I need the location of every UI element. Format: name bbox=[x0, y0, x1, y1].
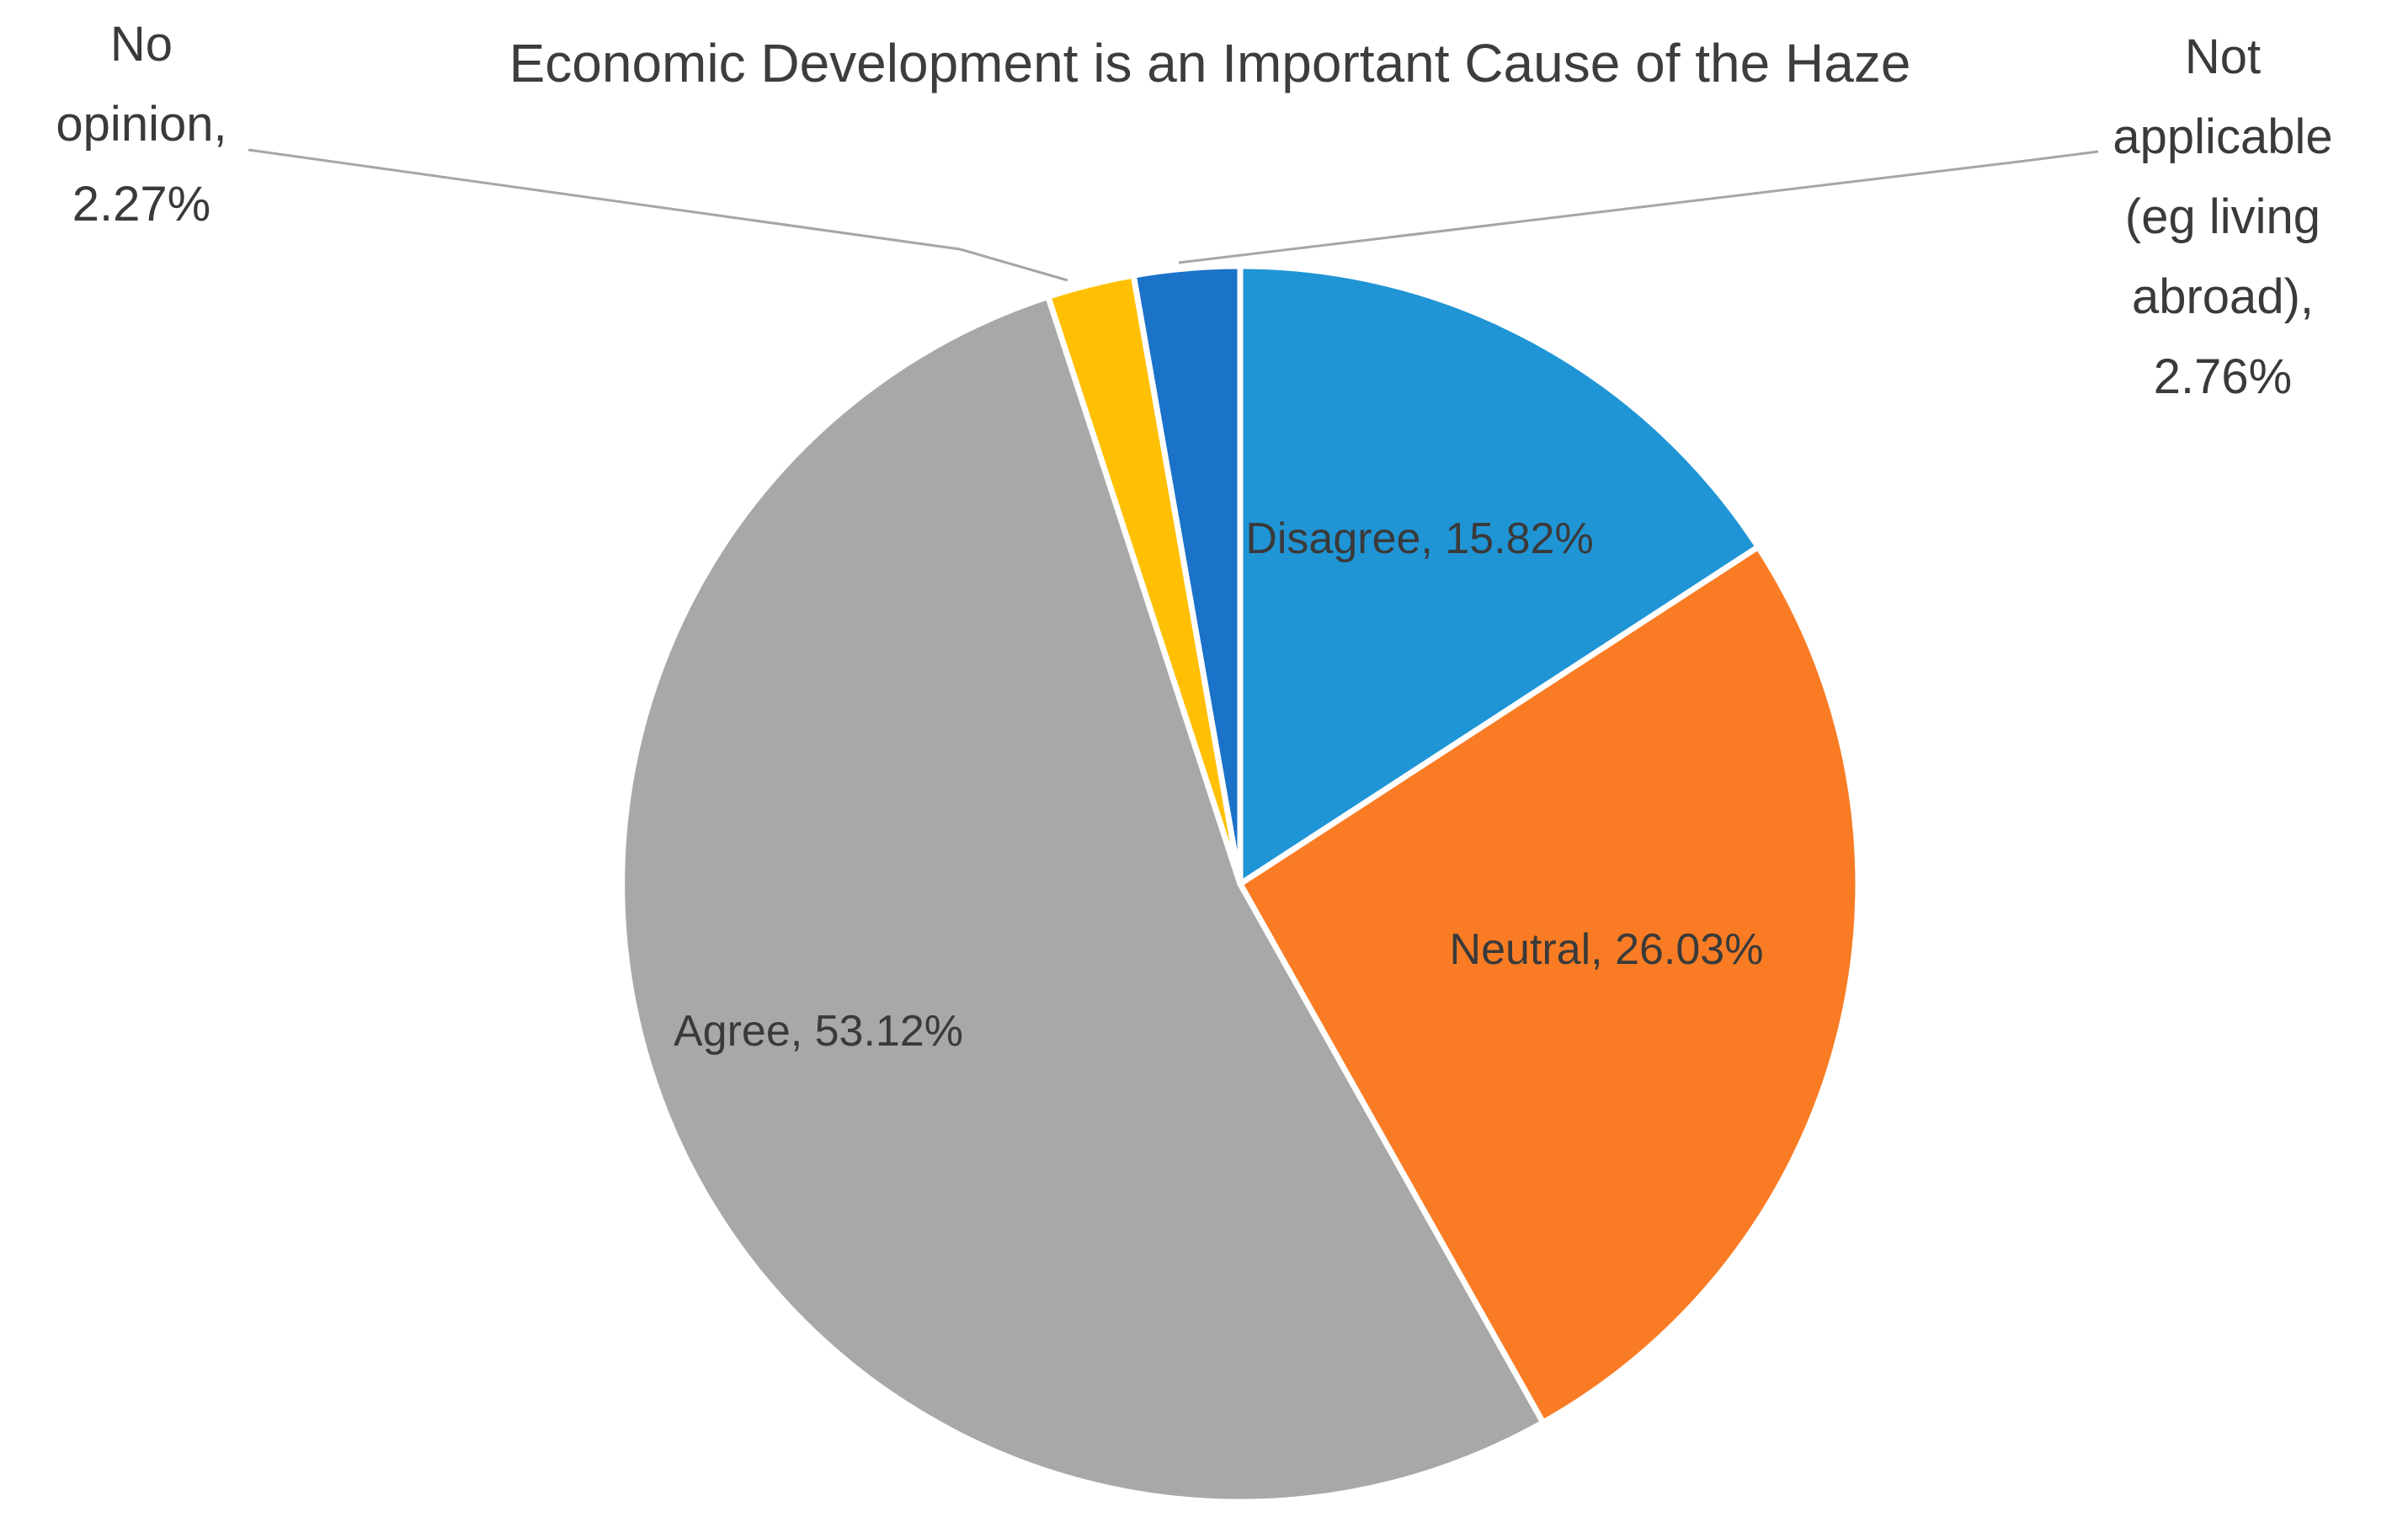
pie-slice-neutral bbox=[1237, 544, 1862, 1426]
leader-line-no-opinion bbox=[248, 148, 1068, 282]
data-label-neutral: Neutral, 26.03% bbox=[1449, 925, 1764, 974]
data-label-no-opinion: No opinion, 2.27% bbox=[56, 17, 227, 232]
chart-title: Economic Development is an Important Cau… bbox=[509, 33, 1911, 93]
data-label-not-applicable: Not applicable (eg living abroad), 2.76% bbox=[2112, 29, 2333, 405]
data-label-agree: Agree, 53.12% bbox=[673, 1007, 964, 1056]
pie-slice-not-applicable-eg-living-abroad bbox=[1130, 263, 1244, 887]
data-label-disagree: Disagree, 15.82% bbox=[1245, 514, 1594, 563]
pie-slice-agree bbox=[619, 293, 1547, 1505]
pie-slice-disagree bbox=[1237, 263, 1761, 887]
pie-slices-group bbox=[619, 263, 1862, 1505]
leader-line-not-applicable bbox=[1178, 150, 2099, 264]
